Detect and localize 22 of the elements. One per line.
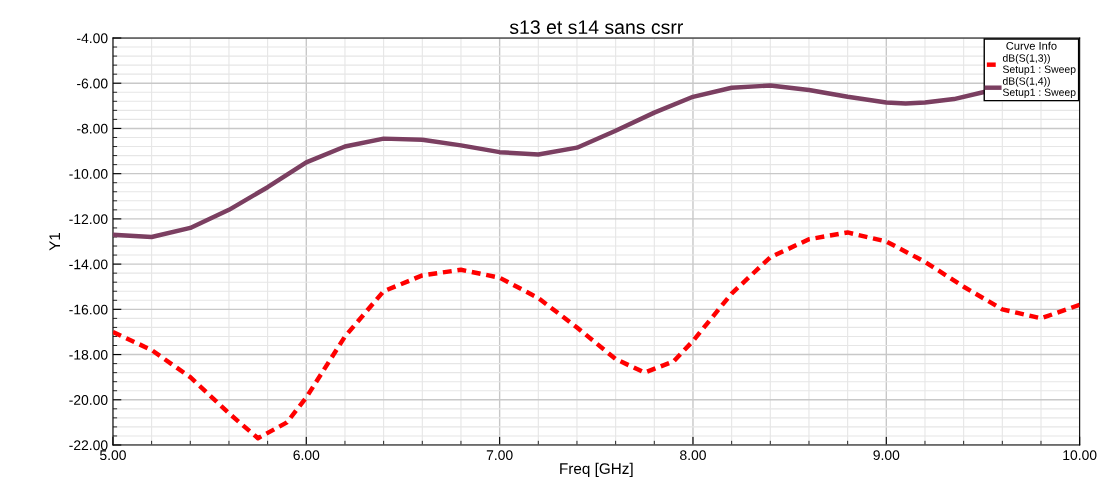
x-tick-label: 8.00 — [680, 450, 706, 461]
y-tick-label: -10.00 — [69, 169, 108, 179]
x-tick-label: 10.00 — [1063, 450, 1097, 461]
chart-title: s13 et s14 sans csrr — [509, 20, 683, 35]
y-tick-label: -4.00 — [77, 33, 108, 44]
legend-label: dB(S(1,4)) Setup1 : Sweep — [1002, 77, 1076, 99]
x-tick-label: 9.00 — [873, 450, 900, 461]
x-axis-title: Freq [GHz] — [560, 462, 633, 478]
x-tick-label: 7.00 — [486, 450, 513, 461]
y-tick-label: -8.00 — [77, 123, 108, 134]
y-tick-label: -16.00 — [69, 304, 108, 315]
y-axis-title: Y1 — [49, 232, 60, 251]
y-tick-label: -6.00 — [77, 78, 108, 89]
y-tick-label: -20.00 — [69, 395, 108, 405]
x-tick-label: 6.00 — [293, 450, 320, 461]
x-tick-label: 5.00 — [99, 450, 126, 461]
y-tick-label: -18.00 — [69, 349, 108, 360]
y-tick-label: -22.00 — [69, 440, 108, 451]
y-tick-label: -12.00 — [69, 214, 108, 225]
line-series — [112, 230, 1080, 441]
legend-title: Curve Info — [1006, 41, 1057, 50]
y-tick-label: -14.00 — [69, 259, 108, 270]
